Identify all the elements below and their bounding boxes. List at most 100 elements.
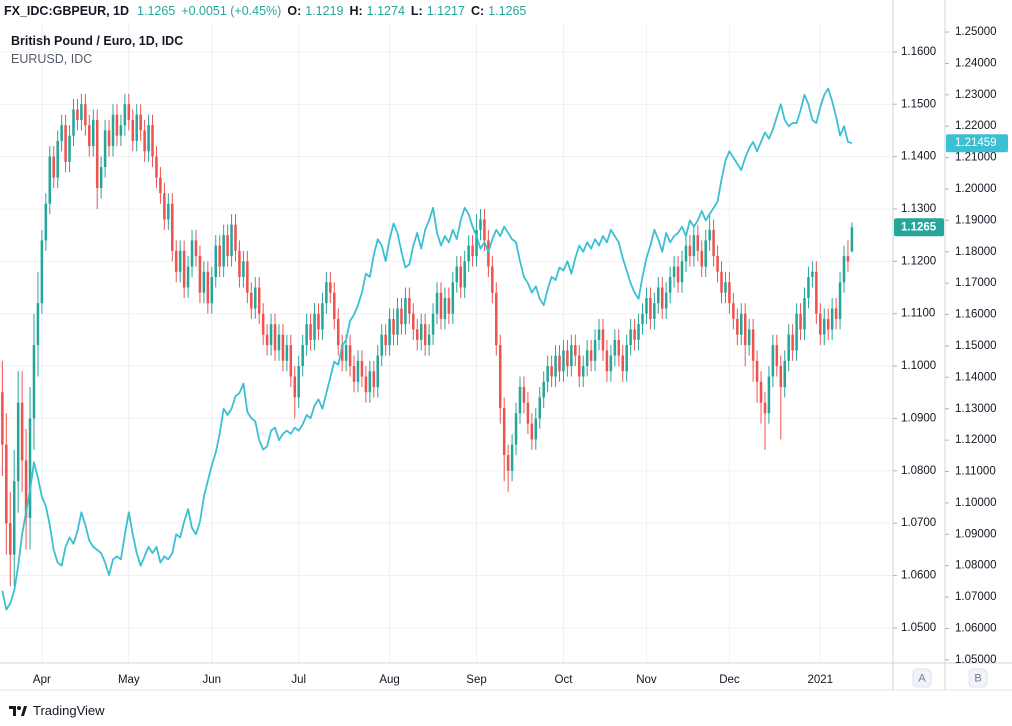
axis-button-label[interactable]: B — [974, 672, 981, 684]
candle-body — [297, 366, 300, 398]
axis-button[interactable] — [968, 668, 988, 688]
candle-body — [736, 318, 739, 335]
candle-body — [850, 227, 854, 252]
x-tick-label: Oct — [555, 674, 574, 686]
candle-body — [325, 282, 328, 304]
y-tick-label: 1.1000 — [901, 360, 936, 372]
candle-body — [80, 104, 83, 120]
candle-body — [510, 444, 514, 471]
candle-body — [522, 387, 526, 403]
footer: TradingView — [8, 703, 105, 718]
candle-body — [427, 334, 431, 346]
candle-body — [147, 125, 150, 152]
candle-body — [842, 256, 846, 283]
y2-tick-label: 1.21000 — [955, 152, 997, 164]
candle-body — [135, 114, 138, 141]
candle-body — [609, 355, 613, 372]
y2-tick-label: 1.06000 — [955, 623, 997, 635]
candle-body — [807, 277, 810, 298]
y-tick-label: 1.1600 — [901, 46, 936, 58]
candle-body — [167, 203, 170, 220]
candle-body — [562, 350, 565, 372]
candle-body — [174, 250, 178, 272]
candle-body — [633, 329, 636, 340]
candle-body — [732, 303, 735, 319]
candle-body — [443, 297, 447, 319]
candle-body — [88, 125, 91, 147]
candle-body — [451, 282, 455, 314]
candle-body — [495, 292, 498, 346]
candle-body — [388, 318, 391, 346]
candle-body — [321, 303, 324, 330]
candle-body — [99, 167, 103, 189]
candle-body — [182, 250, 186, 288]
candle-body — [822, 318, 826, 335]
axis-button[interactable] — [912, 668, 932, 688]
candle-body — [329, 282, 332, 293]
y2-tick-label: 1.14000 — [955, 371, 997, 383]
y2-tick-label: 1.11000 — [955, 466, 996, 478]
candle-body — [617, 339, 621, 356]
labels: 1.0500 1.0600 1.0700 1.0800 1.0900 1.1000 1.11… — [33, 26, 1008, 688]
candle-body — [155, 156, 158, 178]
candle-body — [72, 109, 75, 136]
candle-body — [91, 119, 95, 147]
candle-body — [218, 245, 221, 267]
price-box-label: 1.21459 — [955, 137, 997, 149]
candle-body — [68, 135, 71, 162]
candle-body — [40, 240, 44, 304]
candle-body — [194, 240, 198, 257]
candle-body — [273, 324, 277, 351]
candle-body — [24, 460, 28, 518]
candle-body — [826, 318, 830, 330]
candle-body — [419, 324, 423, 340]
x-tick-label: May — [118, 674, 140, 686]
candle-body — [534, 418, 538, 440]
candle-body — [32, 345, 36, 419]
candle-body — [751, 329, 755, 361]
candle-body — [210, 277, 214, 304]
candle-body — [163, 193, 166, 220]
candle-body — [708, 229, 711, 241]
candle-body — [487, 240, 490, 267]
candle-body — [313, 313, 316, 340]
candle-body — [364, 376, 368, 393]
y-tick-label: 1.0900 — [901, 412, 936, 424]
candle-body — [759, 381, 763, 403]
candle-body — [261, 313, 265, 335]
y2-tick-label: 1.07000 — [955, 591, 997, 603]
y-tick-label: 1.0600 — [901, 570, 936, 582]
candle-body — [795, 313, 798, 351]
candle-body — [257, 287, 261, 314]
candle-body — [234, 224, 237, 251]
candle-body — [431, 313, 435, 335]
candle-body — [566, 350, 569, 367]
y2-tick-label: 1.12000 — [955, 434, 997, 446]
axis-button-label[interactable]: A — [918, 672, 926, 684]
y2-tick-label: 1.25000 — [955, 26, 997, 38]
candle-body — [111, 114, 115, 147]
candle-body — [309, 324, 312, 340]
candle-body — [246, 261, 249, 293]
candle-body — [340, 345, 344, 361]
candle-body — [803, 297, 806, 330]
y-tick-label: 1.0700 — [901, 517, 936, 529]
candle-body — [475, 229, 478, 257]
candle-body — [265, 334, 269, 346]
header: FX_IDC:GBPEUR, 1D 1.1265 +0.0051 (+0.45%… — [4, 2, 528, 20]
candle-body — [542, 381, 545, 398]
ohlc-label: C: — [470, 4, 485, 18]
candle-body — [645, 297, 648, 314]
candle-body — [356, 360, 360, 382]
candle-body — [799, 313, 802, 330]
candle-body — [333, 292, 336, 319]
x-tick-label: Jun — [203, 674, 222, 686]
candle-body — [95, 119, 99, 189]
candle-body — [463, 261, 466, 288]
candle-body — [289, 345, 293, 377]
y-tick-label: 1.1300 — [901, 203, 936, 215]
last-price: 1.1265 — [137, 4, 176, 18]
brand[interactable]: TradingView — [33, 703, 105, 718]
candle-body — [641, 313, 644, 325]
candle-body — [514, 413, 518, 445]
